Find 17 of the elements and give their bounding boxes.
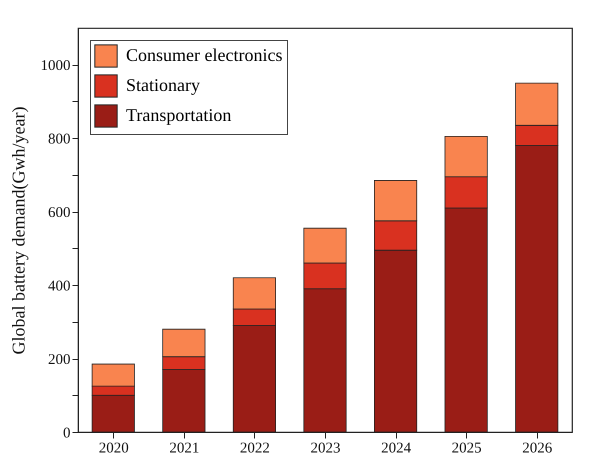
- x-tick-label: 2021: [169, 440, 200, 456]
- x-tick-label: 2020: [98, 440, 129, 456]
- y-tick-label: 400: [48, 278, 70, 295]
- x-tick-label: 2023: [310, 440, 340, 456]
- y-axis-title: Global battery demand(Gwh/year): [8, 106, 28, 354]
- legend-label: Transportation: [126, 105, 232, 125]
- x-tick-label: 2025: [452, 440, 482, 456]
- x-tick-label: 2024: [381, 440, 412, 456]
- y-tick-label: 0: [63, 426, 70, 442]
- legend-label: Consumer electronics: [126, 45, 282, 65]
- x-tick-label: 2022: [240, 440, 270, 456]
- y-tick-label: 800: [48, 132, 70, 148]
- y-tick-label: 200: [48, 352, 70, 368]
- y-tick-label: 1000: [40, 58, 70, 74]
- legend-label: Stationary: [126, 75, 200, 95]
- y-tick-label: 600: [48, 205, 70, 222]
- x-tick-label: 2026: [522, 440, 553, 456]
